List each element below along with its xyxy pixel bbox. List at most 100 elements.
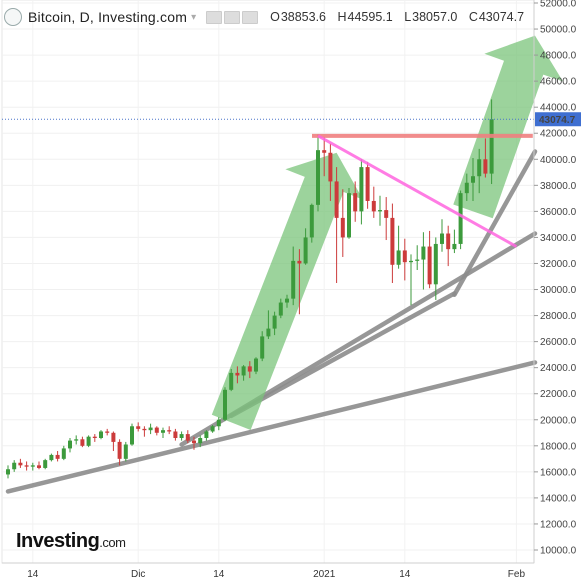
candle-body [489, 119, 494, 174]
close-value: 43074.7 [478, 10, 525, 24]
candle-body [130, 426, 134, 445]
chart-title: Bitcoin, D, Investing.com [28, 9, 188, 25]
chart-header: Bitcoin, D, Investing.com ▾ O38853.6 H44… [4, 6, 532, 28]
candle-body [223, 389, 227, 420]
candle-body [74, 439, 79, 441]
candle-body [285, 298, 289, 303]
candle-body [316, 150, 320, 205]
price-tick-label: 30000.0 [540, 285, 577, 296]
chevron-down-icon[interactable]: ▾ [191, 11, 197, 23]
price-tick-label: 22000.0 [540, 389, 577, 400]
high-value: 44595.1 [347, 10, 393, 24]
price-tick-label: 12000.0 [540, 519, 577, 530]
time-tick-label: Feb [508, 569, 526, 580]
candle-body [216, 419, 221, 427]
candle-body [12, 462, 17, 470]
candle-body [123, 444, 128, 459]
candle-body [6, 469, 10, 475]
candle-body [378, 210, 382, 212]
time-tick-label: 14 [399, 569, 411, 580]
current-price-label: 43074.7 [539, 115, 576, 126]
up-arrow [211, 152, 363, 431]
candle-body [161, 430, 165, 433]
price-tick-label: 48000.0 [540, 51, 577, 62]
trendline [452, 149, 538, 297]
price-tick-label: 32000.0 [540, 259, 577, 270]
time-tick-label: 14 [27, 569, 39, 580]
price-tick-label: 42000.0 [540, 129, 577, 140]
candle-body [471, 176, 475, 183]
candle-body [148, 427, 153, 431]
close-icon[interactable] [242, 10, 259, 24]
candle-body [303, 237, 308, 264]
settings-icon[interactable] [224, 10, 241, 24]
time-axis: 14 Dic 14 2021 14 Feb [2, 562, 534, 580]
brand-suffix: .com [99, 535, 126, 550]
candle-body [241, 366, 246, 376]
candle-body [229, 372, 234, 390]
candle-body [86, 436, 91, 446]
candle-body [105, 431, 110, 433]
candle-body [173, 431, 178, 438]
candle-body [111, 432, 116, 442]
time-tick-label: 14 [213, 569, 225, 580]
price-tick-label: 34000.0 [540, 233, 577, 244]
candle-body [185, 434, 190, 441]
candle-body [390, 217, 395, 265]
candle-body [30, 465, 35, 467]
eye-icon[interactable] [206, 10, 223, 24]
candle-body [353, 193, 358, 212]
candle-body [55, 454, 60, 459]
candle-body [179, 434, 184, 438]
candle-body [396, 250, 401, 265]
candle-body [359, 167, 364, 212]
low-label: L [404, 10, 412, 24]
candle-body [92, 436, 97, 438]
candle-body [309, 204, 314, 238]
candle-body [402, 250, 407, 263]
candle-body [371, 200, 376, 212]
candle-body [421, 246, 426, 260]
low-value: 38057.0 [412, 10, 458, 24]
current-price-tag [535, 112, 581, 127]
trendline [228, 291, 457, 419]
candle-body [18, 462, 23, 466]
candle-body [452, 243, 457, 250]
candle-body [272, 315, 277, 329]
price-tick-label: 36000.0 [540, 207, 577, 218]
candle-body [192, 440, 196, 444]
candles [6, 99, 494, 479]
price-tick-label: 52000.0 [540, 0, 577, 10]
bitcoin-icon [4, 8, 22, 26]
price-tick-label: 28000.0 [540, 311, 577, 322]
candle-body [415, 259, 420, 261]
brand-name: Investing [16, 530, 100, 552]
candle-body [347, 193, 351, 238]
candle-body [43, 460, 48, 468]
candle-body [260, 336, 265, 359]
price-tick-label: 38000.0 [540, 181, 577, 192]
candle-body [99, 431, 103, 438]
close-label: C [468, 10, 478, 24]
candle-body [433, 243, 438, 285]
candle-body [458, 193, 463, 244]
candle-body [446, 233, 451, 250]
candle-body [61, 448, 66, 459]
candle-body [210, 426, 215, 432]
candle-body [136, 426, 141, 429]
price-tick-label: 16000.0 [540, 467, 577, 478]
price-tick-label: 20000.0 [540, 415, 577, 426]
candle-body [297, 260, 302, 264]
candle-body [24, 465, 29, 467]
candle-body [427, 246, 432, 285]
descending-line [317, 134, 518, 248]
ohlc-readout: O38853.6 H44595.1 L38057.0 C43074.7 [270, 10, 532, 24]
candle-body [167, 430, 172, 432]
candle-body [49, 454, 54, 461]
candle-body [328, 152, 333, 182]
candle-body [254, 358, 258, 372]
price-axis: 10000.0 12000.0 14000.0 16000.0 18000.0 20000… [533, 0, 581, 563]
price-tick-label: 40000.0 [540, 155, 577, 166]
price-tick-label: 10000.0 [540, 546, 577, 557]
